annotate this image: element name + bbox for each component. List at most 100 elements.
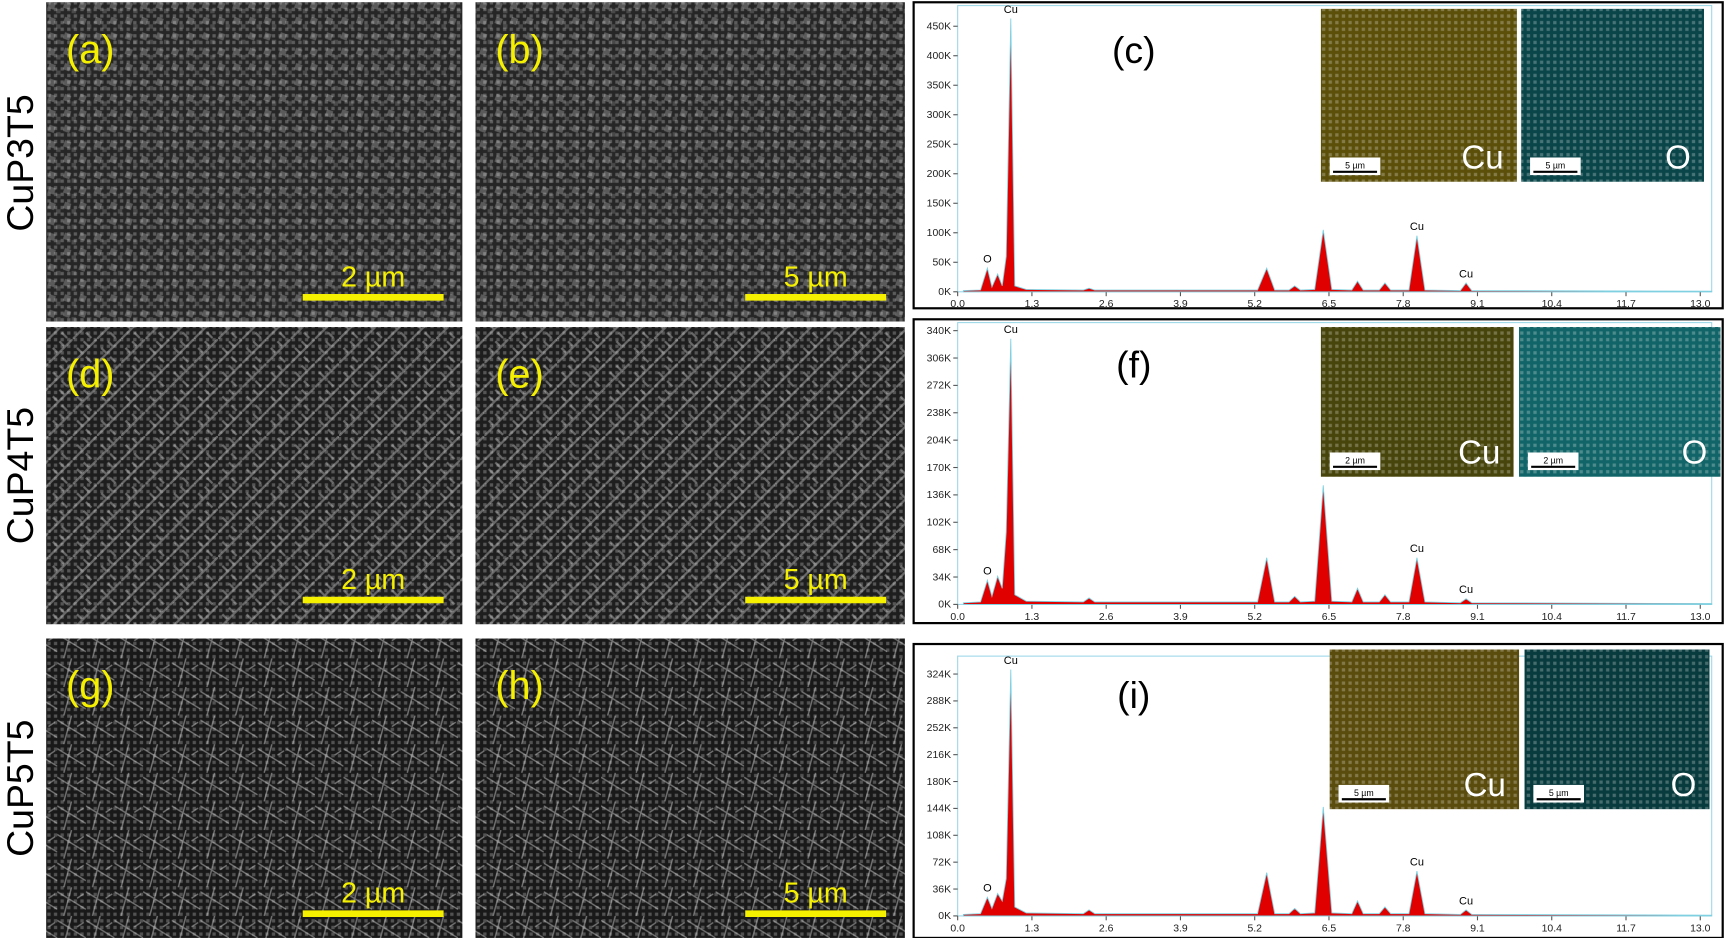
y-tick-label: 340K <box>927 326 951 337</box>
y-tick-label: 0K <box>938 911 951 922</box>
y-tick-label: 34K <box>932 572 951 583</box>
x-tick-label: 2.6 <box>1099 299 1114 310</box>
peak-label: O <box>983 566 992 578</box>
element-map-label: O <box>1671 766 1697 803</box>
x-tick-label: 3.9 <box>1173 923 1188 934</box>
y-tick-label: 238K <box>927 408 951 419</box>
spectrum-area <box>962 338 1713 605</box>
panel-label: (b) <box>495 28 543 72</box>
element-map-texture <box>1519 327 1721 477</box>
x-tick-label: 7.8 <box>1396 612 1411 623</box>
map-scale-label: 2 µm <box>1345 455 1365 465</box>
scale-bar-label: 2 µm <box>341 878 405 910</box>
x-tick-label: 1.3 <box>1025 923 1040 934</box>
x-tick-label: 6.5 <box>1322 612 1337 623</box>
x-tick-label: 1.3 <box>1025 299 1040 310</box>
x-tick-label: 11.7 <box>1616 923 1636 934</box>
x-tick-label: 10.4 <box>1542 299 1563 310</box>
peak-label: Cu <box>1410 543 1424 555</box>
row-label: CuP3T5 <box>0 94 41 231</box>
y-tick-label: 324K <box>927 669 951 680</box>
y-tick-label: 250K <box>927 140 951 151</box>
panel-label: (d) <box>66 353 114 397</box>
spectrum-area <box>962 669 1713 917</box>
x-tick-label: 3.9 <box>1173 612 1188 623</box>
x-tick-label: 3.9 <box>1173 299 1188 310</box>
sem-image-shade <box>475 2 905 322</box>
scale-bar-label: 5 µm <box>784 261 848 293</box>
element-map-label: Cu <box>1461 138 1503 175</box>
peak-label: Cu <box>1410 221 1424 233</box>
x-tick-label: 11.7 <box>1616 612 1636 623</box>
peak-label: Cu <box>1410 857 1424 869</box>
element-map-texture <box>1320 8 1517 182</box>
element-map-label: Cu <box>1464 766 1506 803</box>
row-label: CuP5T5 <box>0 720 41 857</box>
sem-image-shade <box>46 2 463 322</box>
element-map-texture <box>1524 649 1710 810</box>
x-tick-label: 6.5 <box>1322 923 1337 934</box>
y-tick-label: 450K <box>927 22 951 33</box>
scale-bar-label: 2 µm <box>341 261 405 293</box>
scale-bar-label: 2 µm <box>341 564 405 596</box>
y-tick-label: 350K <box>927 81 951 92</box>
sem-image-shade <box>475 327 905 625</box>
x-tick-label: 2.6 <box>1099 923 1114 934</box>
y-tick-label: 102K <box>927 518 951 529</box>
x-tick-label: 5.2 <box>1247 923 1262 934</box>
x-tick-label: 13.0 <box>1690 612 1711 623</box>
peak-label: Cu <box>1459 584 1473 596</box>
y-tick-label: 50K <box>932 258 951 269</box>
x-tick-label: 0.0 <box>950 612 965 623</box>
sem-image-shade <box>475 638 905 938</box>
y-tick-label: 400K <box>927 51 951 62</box>
y-tick-label: 72K <box>932 857 951 868</box>
panel-label: (c) <box>1112 29 1156 71</box>
x-tick-label: 9.1 <box>1470 299 1485 310</box>
x-tick-label: 9.1 <box>1470 612 1485 623</box>
element-map-label: O <box>1665 138 1691 175</box>
map-scale-label: 5 µm <box>1354 788 1374 798</box>
element-map-texture <box>1329 649 1520 810</box>
y-tick-label: 300K <box>927 110 951 121</box>
y-tick-label: 204K <box>927 435 951 446</box>
y-tick-label: 288K <box>927 696 951 707</box>
scale-box <box>1533 784 1585 803</box>
peak-label: O <box>983 254 992 266</box>
element-map-texture <box>1320 327 1514 477</box>
peak-label: O <box>983 883 992 895</box>
y-tick-label: 36K <box>932 884 951 895</box>
panel-label: (h) <box>495 664 543 708</box>
x-tick-label: 13.0 <box>1690 299 1711 310</box>
panel-label: (f) <box>1116 344 1151 386</box>
spectrum-area <box>962 18 1713 293</box>
y-tick-label: 0K <box>938 287 951 298</box>
panel-label: (a) <box>66 28 114 72</box>
y-tick-label: 0K <box>938 600 951 611</box>
x-tick-label: 7.8 <box>1396 923 1411 934</box>
x-tick-label: 6.5 <box>1322 299 1337 310</box>
scale-bar-label: 5 µm <box>784 878 848 910</box>
x-tick-label: 10.4 <box>1542 612 1563 623</box>
peak-label: Cu <box>1004 324 1018 336</box>
peak-label: Cu <box>1004 4 1018 16</box>
element-map-label: Cu <box>1458 433 1500 470</box>
y-tick-label: 180K <box>927 777 951 788</box>
x-tick-label: 1.3 <box>1025 612 1040 623</box>
element-map-label: O <box>1682 433 1708 470</box>
x-tick-label: 10.4 <box>1542 923 1563 934</box>
y-tick-label: 108K <box>927 831 951 842</box>
scale-bar-label: 5 µm <box>784 564 848 596</box>
y-tick-label: 68K <box>932 545 951 556</box>
x-tick-label: 9.1 <box>1470 923 1485 934</box>
scale-box <box>1338 784 1390 803</box>
panel-label: (g) <box>66 664 114 708</box>
x-tick-label: 5.2 <box>1247 299 1262 310</box>
x-tick-label: 13.0 <box>1690 923 1711 934</box>
map-scale-label: 5 µm <box>1549 788 1569 798</box>
sem-image-shade <box>46 327 463 625</box>
y-tick-label: 200K <box>927 169 951 180</box>
x-tick-label: 5.2 <box>1247 612 1262 623</box>
